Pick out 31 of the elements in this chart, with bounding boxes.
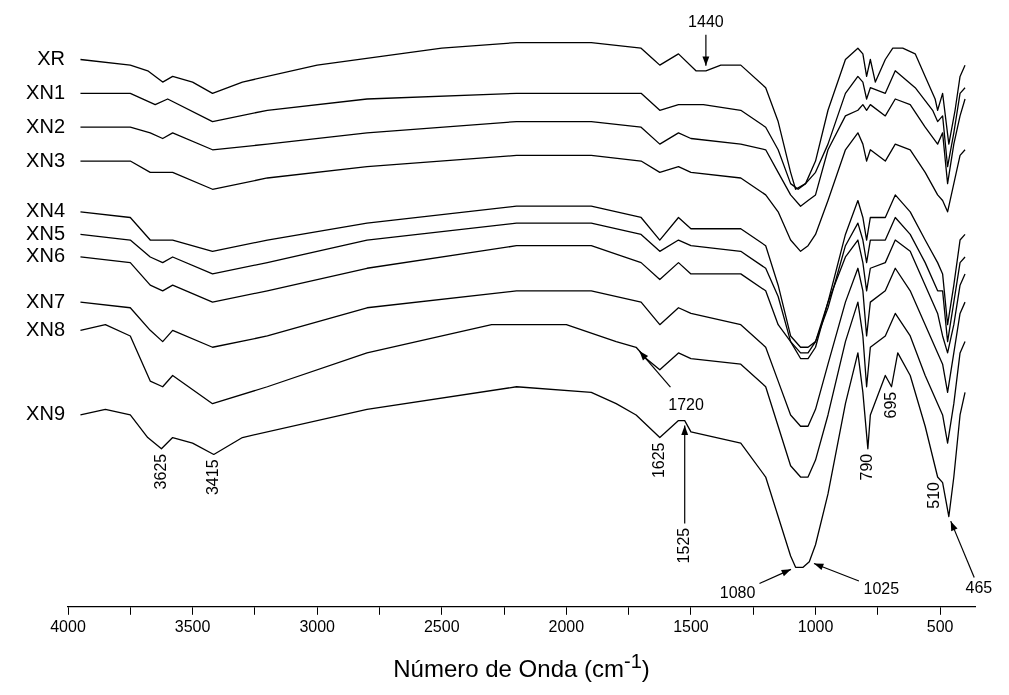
- x-tick-label: 4000: [50, 617, 86, 635]
- x-tick-label: 1000: [797, 617, 834, 635]
- annotation: 1625: [650, 442, 668, 479]
- annotation: 1720: [668, 395, 705, 413]
- annotation: 3415: [204, 459, 222, 496]
- x-tick-label: 3000: [299, 617, 336, 635]
- annotation: 1525: [675, 527, 693, 564]
- annotation: 510: [925, 481, 943, 509]
- series-label: XN2: [26, 114, 65, 137]
- annotation: 695: [881, 391, 899, 419]
- series-label: XN1: [26, 80, 65, 103]
- annotation: 790: [858, 453, 876, 481]
- series-label: XN5: [26, 221, 65, 244]
- x-tick-label: 500: [926, 617, 954, 635]
- x-tick-label: 3500: [174, 617, 211, 635]
- series-label: XN6: [26, 244, 65, 267]
- annotation: 465: [965, 578, 993, 596]
- series-label: XR: [37, 47, 65, 70]
- x-tick-label: 2000: [548, 617, 585, 635]
- series-label: XN8: [26, 317, 65, 340]
- x-tick-label: 2500: [423, 617, 460, 635]
- x-tick-label: 1500: [673, 617, 709, 635]
- annotation: 1080: [719, 583, 756, 601]
- annotation: 1025: [863, 580, 900, 598]
- series-label: XN9: [26, 402, 65, 425]
- annotation: 3625: [151, 453, 169, 490]
- series-label: XN7: [26, 289, 65, 312]
- x-axis-title: Número de Onda (cm$^{-1}$): [392, 650, 651, 683]
- series-label: XN4: [26, 199, 65, 222]
- annotation: 1440: [688, 13, 724, 31]
- series-label: XN3: [26, 148, 65, 171]
